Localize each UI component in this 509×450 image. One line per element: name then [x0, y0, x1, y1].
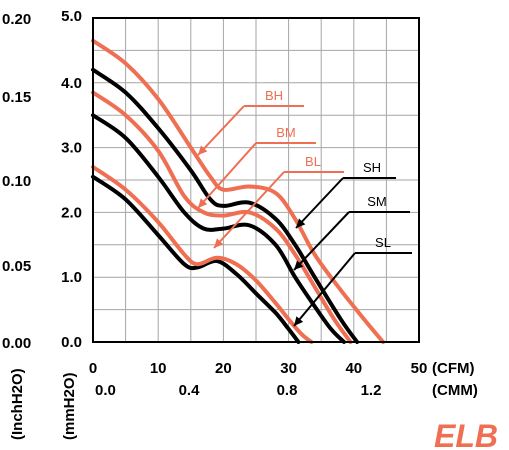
series-label-bh: BH: [265, 88, 283, 103]
series-line-sl: [91, 174, 301, 344]
leader-arrow: [294, 316, 304, 326]
leader-arrow: [296, 218, 306, 228]
leader-arrow: [198, 145, 208, 155]
x-unit-secondary: (CMM): [432, 382, 478, 399]
y-tick-label-secondary: 0.05: [2, 258, 31, 275]
x-tick-label: 20: [215, 360, 232, 377]
series-label-bl: BL: [305, 154, 321, 169]
x-tick-label: 40: [345, 360, 362, 377]
x-tick-label: 50: [411, 360, 428, 377]
y-tick-label: 1.0: [61, 269, 82, 286]
y-tick-label: 0.0: [61, 334, 82, 351]
y-tick-label-secondary: 0.15: [2, 89, 31, 106]
x-unit-primary: (CFM): [432, 360, 474, 377]
leader-arrow: [198, 198, 208, 208]
series-line-sm: [91, 113, 346, 344]
series-label-sh: SH: [363, 160, 381, 175]
series-line-bl: [91, 165, 314, 344]
tick-labels: 0 10 20 30 40 50 0.0 0.4 0.8 1.2 0.0 1.0 2.0 3.0 4.0 5.…: [2, 8, 427, 399]
leader-line: [197, 142, 257, 209]
series-line-bh: [91, 38, 386, 344]
series-group: [91, 38, 386, 344]
y-tick-label-secondary: 0.20: [2, 11, 31, 28]
x-tick-label-secondary: 0.4: [179, 382, 201, 399]
y-tick-label: 2.0: [61, 204, 82, 221]
x-tick-label: 0: [89, 360, 97, 377]
y-tick-label: 5.0: [61, 8, 82, 25]
logo-text: ELB: [434, 418, 498, 450]
leader-arrow: [294, 260, 304, 270]
series-label-bm: BM: [276, 125, 296, 140]
leader-line: [293, 252, 356, 327]
leader-line: [213, 171, 285, 249]
x-tick-label-secondary: 1.2: [361, 382, 382, 399]
series-label-sm: SM: [367, 194, 387, 209]
series-label-sl: SL: [375, 235, 391, 250]
y-unit-primary: (mmH2O): [61, 372, 78, 440]
y-tick-label: 4.0: [61, 75, 82, 92]
leader-line: [293, 211, 350, 271]
x-tick-label-secondary: 0.0: [95, 382, 116, 399]
leader-line: [197, 105, 245, 156]
x-tick-label: 10: [150, 360, 167, 377]
elb-logo: ELB: [434, 418, 498, 450]
series-line-bm: [91, 90, 353, 344]
leader-arrow: [214, 238, 224, 248]
leader-line: [295, 177, 344, 229]
y-tick-label-secondary: 0.10: [2, 173, 31, 190]
x-tick-label-secondary: 0.8: [277, 382, 298, 399]
series-labels: SH SM SL BH BM BL: [197, 88, 412, 327]
x-tick-label: 30: [280, 360, 297, 377]
series-line-sh: [91, 67, 360, 344]
y-unit-secondary: (InchH2O): [9, 368, 26, 440]
plot-frame: [92, 17, 420, 343]
y-tick-label: 3.0: [61, 140, 82, 157]
y-tick-label-secondary: 0.00: [2, 335, 31, 352]
